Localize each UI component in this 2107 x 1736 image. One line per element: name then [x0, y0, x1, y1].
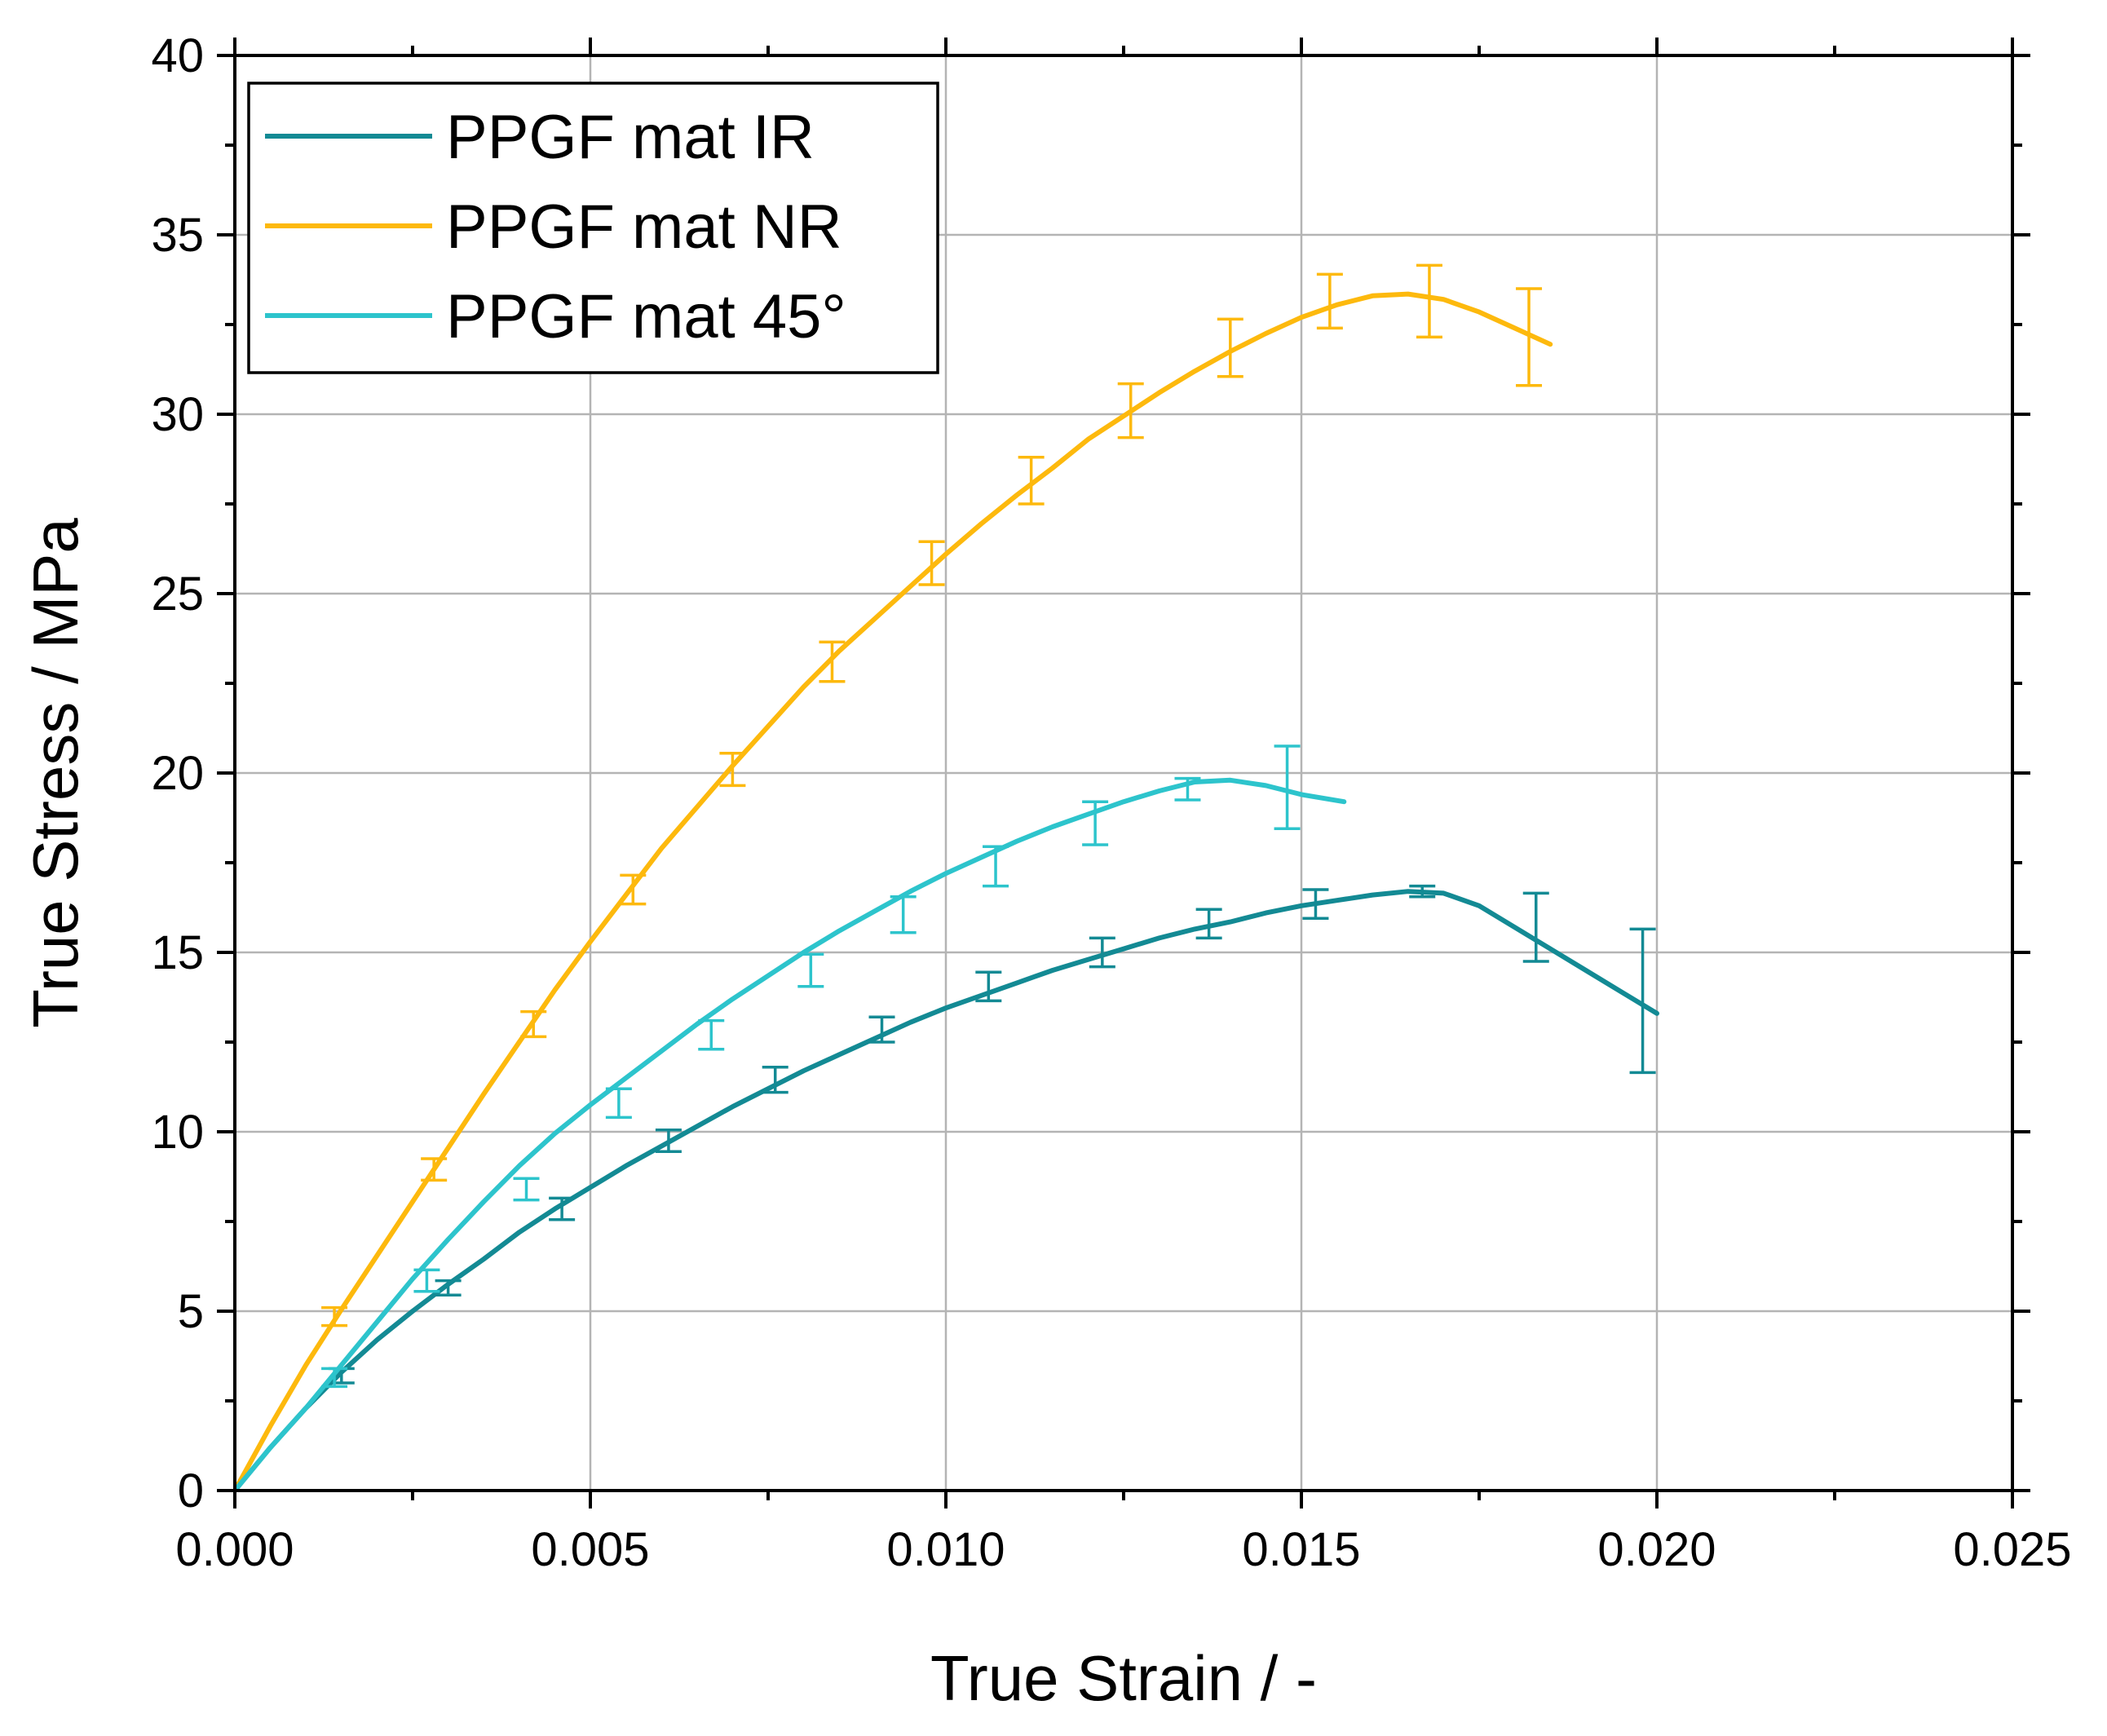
x-tick-label: 0.005	[531, 1523, 649, 1576]
error-bar	[918, 540, 945, 586]
error-bar	[1409, 884, 1436, 899]
x-axis-title: True Strain / -	[930, 1642, 1317, 1714]
error-bar	[1416, 263, 1442, 339]
error-bar	[1117, 382, 1144, 440]
legend: PPGF mat IR PPGF mat NR PPGF mat 45°	[247, 82, 939, 374]
error-bar	[413, 1268, 440, 1293]
error-bar	[1274, 744, 1301, 830]
y-tick-label: 40	[151, 29, 204, 82]
error-bar	[983, 845, 1009, 888]
y-tick-label: 25	[151, 568, 204, 621]
error-bar	[421, 1157, 448, 1182]
x-tick-label: 0.025	[1953, 1523, 2071, 1576]
error-bar	[1316, 272, 1343, 330]
error-bar	[1018, 456, 1045, 506]
y-tick-label: 0	[178, 1464, 204, 1517]
series-group	[232, 744, 1347, 1493]
error-bar	[762, 1066, 788, 1094]
error-bar	[321, 1367, 348, 1389]
y-tick-label: 20	[151, 747, 204, 800]
error-bar	[513, 1177, 540, 1202]
error-bar	[655, 1129, 682, 1153]
x-tick-label: 0.000	[175, 1523, 294, 1576]
y-tick-label: 30	[151, 388, 204, 441]
x-tick-label: 0.010	[886, 1523, 1005, 1576]
error-bar	[890, 895, 917, 934]
error-bar	[1082, 800, 1109, 846]
series-line	[232, 889, 1659, 1493]
error-bar	[1516, 287, 1543, 387]
x-tick-label: 0.020	[1597, 1523, 1716, 1576]
error-bar	[1302, 888, 1329, 920]
error-bar	[797, 952, 824, 988]
y-tick-label: 5	[178, 1285, 204, 1338]
error-bar	[1174, 776, 1201, 802]
error-bar	[321, 1305, 348, 1327]
error-bar	[975, 970, 1002, 1003]
legend-label: PPGF mat NR	[446, 192, 842, 262]
legend-label: PPGF mat IR	[446, 103, 815, 172]
axes-layer: 0.000 0.005 0.010 0.015 0.020 0.025 0 5 10 15 20 25…	[151, 29, 2071, 1576]
error-bar	[868, 1015, 895, 1044]
series-line	[232, 777, 1347, 1493]
error-bar	[719, 752, 746, 788]
error-bar	[549, 1196, 576, 1221]
error-bar	[819, 640, 846, 683]
series-layer	[232, 263, 1659, 1493]
legend-label: PPGF mat 45°	[446, 282, 846, 351]
error-bar	[1195, 908, 1222, 940]
error-bar	[435, 1279, 462, 1296]
series-group	[232, 884, 1659, 1493]
error-bar	[605, 1087, 632, 1120]
y-tick-label: 35	[151, 209, 204, 262]
series-group	[232, 263, 1553, 1493]
error-bar	[1217, 317, 1243, 378]
x-tick-label: 0.015	[1242, 1523, 1360, 1576]
y-axis-title: True Stress / MPa	[20, 518, 91, 1028]
error-bar	[1089, 936, 1115, 969]
error-bar	[698, 1018, 725, 1051]
error-bar	[520, 1009, 547, 1039]
error-bar	[1629, 927, 1656, 1075]
y-tick-label: 15	[151, 926, 204, 979]
y-tick-label: 10	[151, 1106, 204, 1159]
error-bar	[620, 873, 647, 906]
error-bar	[1522, 891, 1549, 963]
